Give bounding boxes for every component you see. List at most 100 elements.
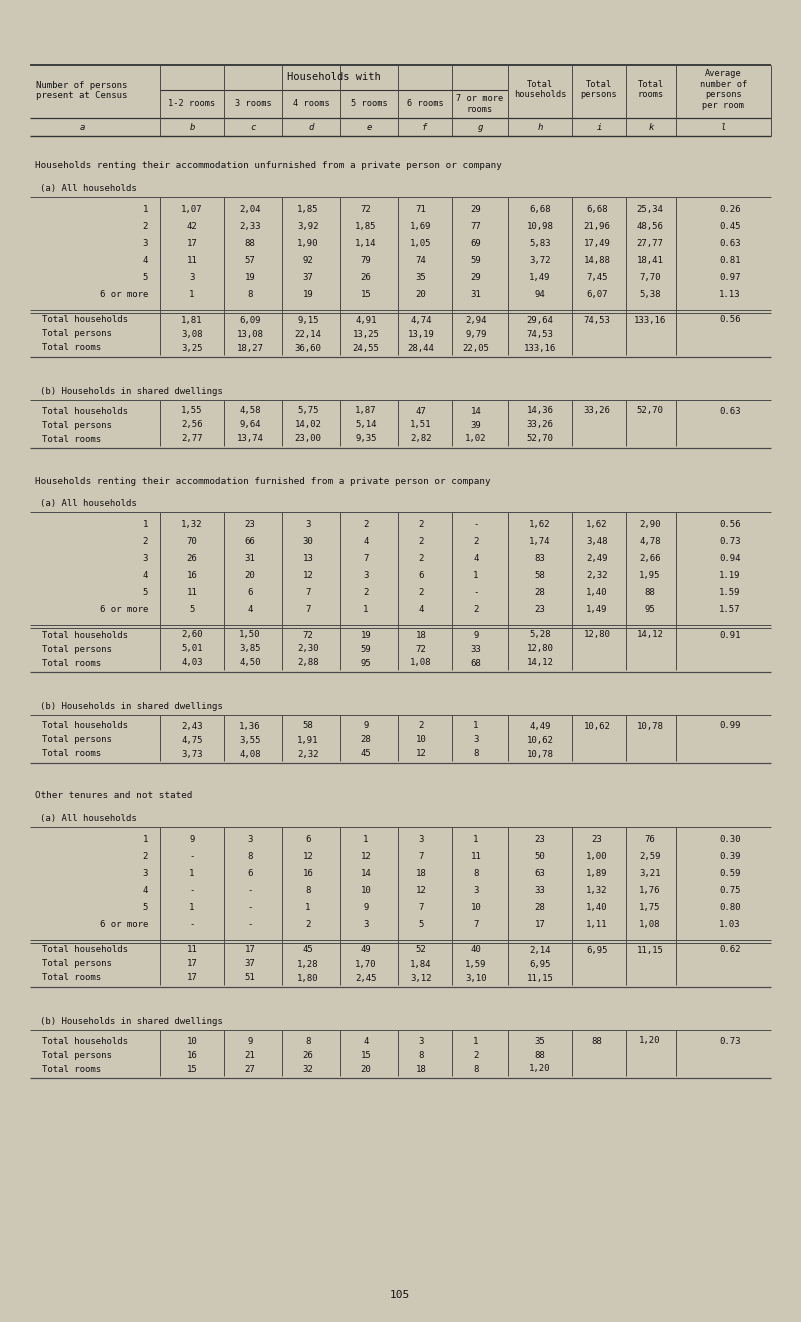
Text: 19: 19 [244, 274, 256, 282]
Text: 2,43: 2,43 [181, 722, 203, 731]
Text: 1: 1 [189, 869, 195, 878]
Text: 1: 1 [473, 836, 479, 843]
Text: 3: 3 [143, 239, 148, 249]
Text: 9: 9 [364, 722, 368, 731]
Text: 1,14: 1,14 [356, 239, 376, 249]
Text: 5,01: 5,01 [181, 645, 203, 653]
Text: 3,21: 3,21 [639, 869, 661, 878]
Text: 1,75: 1,75 [639, 903, 661, 912]
Text: 27,77: 27,77 [637, 239, 663, 249]
Text: 1: 1 [364, 605, 368, 613]
Text: 95: 95 [645, 605, 655, 613]
Text: 8: 8 [473, 869, 479, 878]
Text: 10: 10 [416, 735, 426, 744]
Text: Total
households: Total households [513, 79, 566, 99]
Text: 3,08: 3,08 [181, 329, 203, 338]
Text: 2: 2 [418, 554, 424, 563]
Text: 3,10: 3,10 [465, 973, 487, 982]
Text: 17: 17 [244, 945, 256, 954]
Text: 3,55: 3,55 [239, 735, 261, 744]
Text: 1,50: 1,50 [239, 631, 261, 640]
Text: 50: 50 [534, 851, 545, 861]
Text: -: - [189, 851, 195, 861]
Text: 9: 9 [248, 1036, 252, 1046]
Text: 1,95: 1,95 [639, 571, 661, 580]
Text: b: b [189, 123, 195, 131]
Text: h: h [537, 123, 543, 131]
Text: 33,26: 33,26 [526, 420, 553, 430]
Text: 2,56: 2,56 [181, 420, 203, 430]
Text: Households renting their accommodation furnished from a private person or compan: Households renting their accommodation f… [35, 476, 491, 485]
Text: 10,62: 10,62 [584, 722, 610, 731]
Text: 37: 37 [244, 960, 256, 969]
Text: 14,12: 14,12 [526, 658, 553, 668]
Text: 25,34: 25,34 [637, 205, 663, 214]
Text: 15: 15 [187, 1064, 197, 1073]
Text: 11,15: 11,15 [526, 973, 553, 982]
Text: Total households: Total households [42, 631, 128, 640]
Text: 1,40: 1,40 [586, 588, 608, 598]
Text: 12: 12 [303, 851, 313, 861]
Text: 4: 4 [364, 537, 368, 546]
Text: 1,76: 1,76 [639, 886, 661, 895]
Text: 23: 23 [592, 836, 602, 843]
Text: 72: 72 [360, 205, 372, 214]
Text: 6: 6 [248, 588, 252, 598]
Text: 1.59: 1.59 [719, 588, 741, 598]
Text: 45: 45 [360, 750, 372, 759]
Text: 11: 11 [471, 851, 481, 861]
Text: 2,14: 2,14 [529, 945, 551, 954]
Text: 8: 8 [473, 1064, 479, 1073]
Text: -: - [473, 588, 479, 598]
Text: 0.97: 0.97 [719, 274, 741, 282]
Text: 72: 72 [416, 645, 426, 653]
Text: 7 or more
rooms: 7 or more rooms [457, 94, 504, 114]
Text: 29,64: 29,64 [526, 316, 553, 324]
Text: 2,88: 2,88 [297, 658, 319, 668]
Text: (a) All households: (a) All households [40, 184, 137, 193]
Text: 21,96: 21,96 [584, 222, 610, 231]
Text: 92: 92 [303, 256, 313, 264]
Text: 20: 20 [244, 571, 256, 580]
Text: 1: 1 [189, 290, 195, 299]
Text: 10,62: 10,62 [526, 735, 553, 744]
Text: 10: 10 [471, 903, 481, 912]
Text: 1: 1 [143, 836, 148, 843]
Text: 1,36: 1,36 [239, 722, 261, 731]
Text: 6,95: 6,95 [586, 945, 608, 954]
Text: 1: 1 [143, 520, 148, 529]
Text: 1,20: 1,20 [639, 1036, 661, 1046]
Text: Average
number of
persons
per room: Average number of persons per room [700, 69, 747, 110]
Text: 0.80: 0.80 [719, 903, 741, 912]
Text: Total rooms: Total rooms [42, 750, 101, 759]
Text: 22,14: 22,14 [295, 329, 321, 338]
Text: 0.73: 0.73 [719, 537, 741, 546]
Text: 1: 1 [364, 836, 368, 843]
Text: Total persons: Total persons [42, 420, 112, 430]
Text: 70: 70 [187, 537, 197, 546]
Text: 2: 2 [473, 1051, 479, 1059]
Text: Total
rooms: Total rooms [638, 79, 664, 99]
Text: 9,35: 9,35 [356, 435, 376, 443]
Text: 2,32: 2,32 [586, 571, 608, 580]
Text: 10: 10 [187, 1036, 197, 1046]
Text: 1,81: 1,81 [181, 316, 203, 324]
Text: 8: 8 [418, 1051, 424, 1059]
Text: 32: 32 [303, 1064, 313, 1073]
Text: 0.94: 0.94 [719, 554, 741, 563]
Text: Total rooms: Total rooms [42, 973, 101, 982]
Text: Total
persons: Total persons [581, 79, 618, 99]
Text: 26: 26 [360, 274, 372, 282]
Text: 37: 37 [303, 274, 313, 282]
Text: 17: 17 [534, 920, 545, 929]
Text: 30: 30 [303, 537, 313, 546]
Text: 1,62: 1,62 [586, 520, 608, 529]
Text: 6: 6 [418, 571, 424, 580]
Text: 35: 35 [534, 1036, 545, 1046]
Text: 6 or more: 6 or more [99, 290, 148, 299]
Text: 6,07: 6,07 [586, 290, 608, 299]
Text: Total rooms: Total rooms [42, 1064, 101, 1073]
Text: 13,74: 13,74 [236, 435, 264, 443]
Text: 4: 4 [143, 571, 148, 580]
Text: 2,60: 2,60 [181, 631, 203, 640]
